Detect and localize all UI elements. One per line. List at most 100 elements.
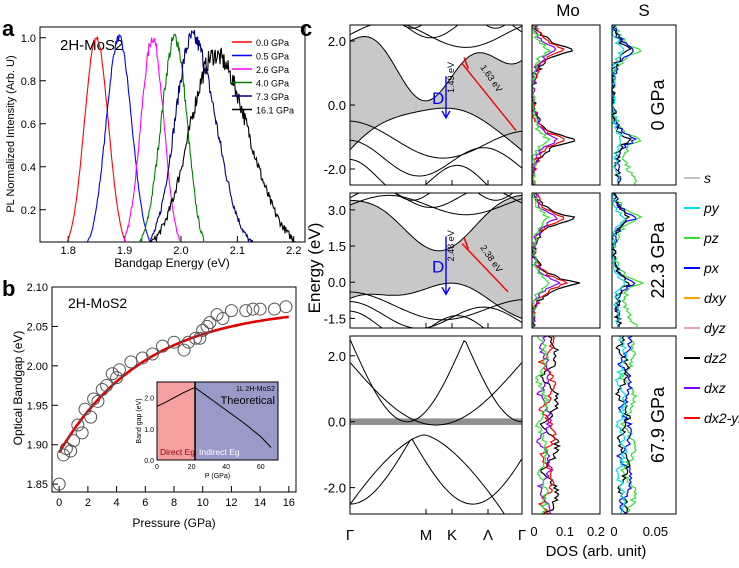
- panel-a-curves: [66, 29, 301, 242]
- s-column-title: S: [638, 1, 649, 20]
- data-point: [100, 379, 114, 393]
- panel-a-letter: a: [2, 16, 15, 41]
- indirect-gap-arrow: [461, 62, 517, 132]
- panel-a-xtick-label: 1.8: [61, 245, 76, 257]
- band-ytick-label: 1.5: [328, 239, 346, 254]
- band-ytick-label: -1.5: [324, 311, 346, 326]
- orbital-legend-label: s: [704, 170, 711, 186]
- panel-a-ytick-label: 0.4: [21, 162, 36, 174]
- kpoint-label: Γ: [518, 527, 526, 544]
- metallic-band: [350, 339, 522, 423]
- band-ytick-label: 3.0: [328, 203, 346, 218]
- direct-gap-marker: D: [432, 89, 444, 108]
- lower-band: [350, 301, 522, 328]
- pl-spectrum-line: [150, 47, 301, 242]
- valence-band: [350, 282, 522, 319]
- orbital-legend-label: py: [703, 200, 720, 216]
- panel-a: 2H-MoS2 1.8 1.9 2.0 2.1 2.2 0.2 0.4 0.6 0.8 1.0 0…: [5, 26, 306, 270]
- panel-a-xtick-label: 2.2: [286, 245, 301, 257]
- data-point: [216, 312, 230, 326]
- data-point: [75, 426, 89, 440]
- upper-band: [350, 193, 522, 208]
- s-dos-xtick-label: 0: [610, 524, 617, 539]
- inset-xtick-label: 60: [257, 464, 265, 471]
- upper-band: [350, 25, 522, 48]
- mo-dos-panel: [530, 24, 601, 186]
- panel-a-xtick-label: 1.9: [117, 245, 132, 257]
- data-point: [52, 477, 66, 491]
- inset-ylabel: Band gap (eV): [136, 398, 143, 443]
- panel-b-ytick-label: 1.85: [27, 479, 48, 491]
- band-ytick-label: 0.0: [328, 98, 346, 113]
- mo-dos-xtick-label: 0: [530, 524, 537, 539]
- mo-dos-curve: [530, 192, 550, 328]
- upper-band: [350, 194, 522, 216]
- data-point: [124, 355, 138, 369]
- upper-band: [393, 193, 514, 201]
- inset-xlabel: P (GPa): [205, 473, 230, 480]
- band-panel: [350, 25, 522, 185]
- orbital-legend-label: dxy: [704, 290, 727, 306]
- pl-spectrum-line: [86, 33, 151, 242]
- lower-band: [350, 139, 522, 177]
- panel-b-ylabel: Optical Bandgap (eV): [11, 331, 25, 446]
- data-point: [112, 363, 126, 377]
- band-panel-frame: [349, 192, 523, 329]
- panel-a-ytick-label: 1.0: [21, 33, 36, 45]
- dos-xlabel: DOS (arb. unit): [546, 543, 647, 560]
- s-dos-panel: [610, 24, 677, 186]
- kpoint-label: K: [447, 527, 457, 544]
- inset-title: Theoretical: [221, 395, 275, 407]
- indirect-gap-marker: I: [461, 234, 472, 253]
- s-dos-curve: [610, 192, 645, 328]
- lower-band: [350, 310, 485, 328]
- panel-b-xtick-label: 4: [114, 497, 120, 509]
- lower-band: [350, 120, 522, 159]
- lower-band: [350, 158, 488, 185]
- inset-indirect-label: Indirect Eg: [199, 447, 240, 457]
- direct-gap-arrowhead: [441, 110, 451, 120]
- band-ytick-label: 0.0: [328, 415, 346, 430]
- mo-dos-curve: [535, 335, 553, 515]
- mo-dos-xtick-label: 0.1: [556, 524, 574, 539]
- panel-a-ytick-label: 0.6: [21, 119, 36, 131]
- inset-xtick-label: 0: [155, 464, 159, 471]
- band-ytick-label: -2.0: [324, 481, 346, 496]
- panel-b-xtick-label: 12: [225, 497, 237, 509]
- s-dos-frame: [611, 192, 677, 329]
- kpoint-label: Γ: [346, 527, 354, 544]
- dos-panels: 0 GPa 22.3 GPa 67.9 GPa 0 0.1 0.2 0 0.05: [530, 24, 677, 539]
- metallic-band: [350, 438, 522, 505]
- data-point: [239, 304, 253, 318]
- panel-b-xlabel: Pressure (GPa): [132, 516, 215, 530]
- panel-a-legend-label: 2.6 GPa: [256, 65, 289, 75]
- pl-spectrum-line: [138, 33, 205, 242]
- panel-a-legend-label: 0.5 GPa: [256, 52, 289, 62]
- direct-gap-marker: D: [432, 257, 444, 276]
- panel-b-axes: 0 2 4 6 8 10 12 14 161.851.901.952.002.052.10: [27, 282, 295, 509]
- data-point: [71, 418, 85, 432]
- s-dos-curve: [610, 24, 625, 186]
- mo-dos-frame: [531, 192, 601, 329]
- data-point: [110, 371, 124, 385]
- data-point: [145, 347, 159, 361]
- panel-b-xtick-label: 8: [171, 497, 177, 509]
- orbital-legend-label: dyz: [704, 320, 726, 336]
- inset-ytick-label: 2.0: [144, 396, 154, 403]
- lower-band: [350, 291, 522, 321]
- s-dos-xtick-label: 0.05: [643, 524, 668, 539]
- band-panel-frame: [349, 335, 523, 515]
- data-point: [64, 444, 78, 458]
- inset-ytick-label: 0.0: [144, 458, 154, 465]
- orbital-legend: s py pz px dxy dyz dz2 dxz dx2-y2: [684, 170, 739, 426]
- band-ytick-label: 2.0: [328, 349, 346, 364]
- s-dos-panel: [610, 192, 677, 329]
- panel-a-xlabel: Bandgap Energy (eV): [114, 256, 229, 270]
- pressure-label: 22.3 GPa: [648, 221, 668, 298]
- mo-dos-frame: [531, 335, 601, 515]
- pressure-label: 0 GPa: [648, 78, 668, 130]
- data-point: [177, 343, 191, 357]
- mo-dos-frame: [531, 24, 601, 186]
- panel-a-legend: 0.0 GPa 0.5 GPa 2.6 GPa 4.0 GPa 7.3 GPa 16.1 …: [232, 38, 294, 116]
